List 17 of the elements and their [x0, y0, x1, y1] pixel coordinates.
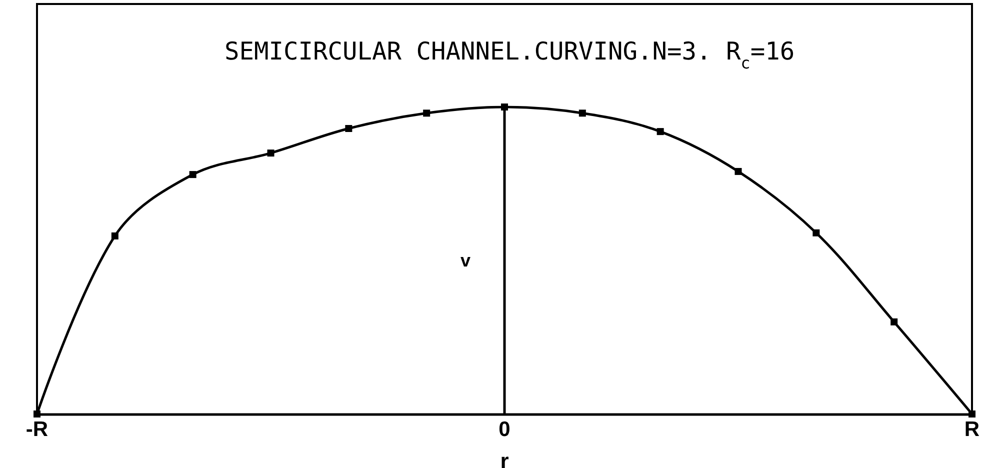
- point: [34, 410, 40, 418]
- x-tick-label: -R: [26, 418, 48, 441]
- point: [890, 318, 898, 326]
- point: [111, 232, 118, 240]
- point: [812, 229, 820, 236]
- point: [968, 410, 976, 418]
- point: [656, 128, 664, 136]
- point: [423, 110, 430, 117]
- point: [267, 150, 274, 157]
- point: [734, 168, 742, 175]
- x-tick-label: 0: [498, 418, 510, 441]
- y-axis-title: v: [460, 250, 470, 270]
- point: [189, 171, 196, 178]
- point: [345, 124, 352, 132]
- x-tick-label: R: [964, 418, 980, 441]
- point: [501, 104, 508, 110]
- point: [578, 110, 586, 117]
